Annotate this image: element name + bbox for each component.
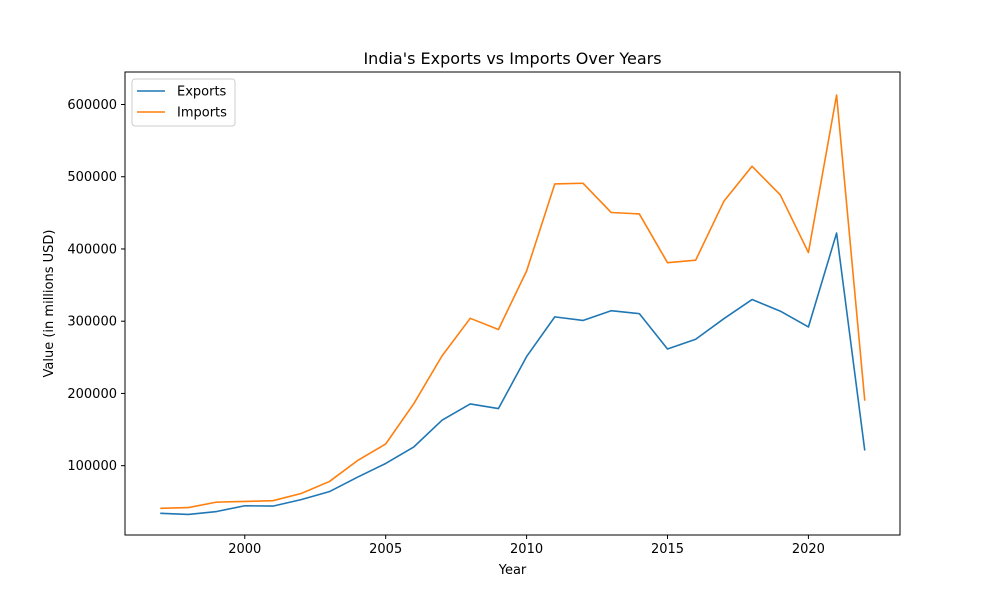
x-tick-label: 2020 [792,542,825,557]
legend-label-imports: Imports [177,106,227,121]
series-line-exports [160,232,866,516]
legend: Exports Imports [131,78,236,127]
plot-frame [124,71,901,536]
x-axis: 2000 2005 2010 2015 2020 [228,535,825,557]
y-tick-label: 100000 [67,459,117,474]
y-tick-label: 300000 [67,315,117,330]
y-axis-title: Value (in millions USD) [42,230,57,378]
x-tick-label: 2000 [228,542,261,557]
series-layer [160,94,866,516]
y-tick-label: 600000 [67,98,117,113]
y-tick-label: 500000 [67,170,117,185]
y-tick-label: 200000 [67,387,117,402]
x-tick-label: 2015 [651,542,684,557]
x-tick-label: 2005 [369,542,402,557]
x-axis-title: Year [498,563,527,578]
x-tick-label: 2010 [510,542,543,557]
chart-title: India's Exports vs Imports Over Years [363,49,661,68]
y-axis: 100000 200000 300000 400000 500000 600000 [67,98,125,474]
legend-label-exports: Exports [177,85,227,100]
y-tick-label: 400000 [67,242,117,257]
series-line-imports [160,94,866,510]
